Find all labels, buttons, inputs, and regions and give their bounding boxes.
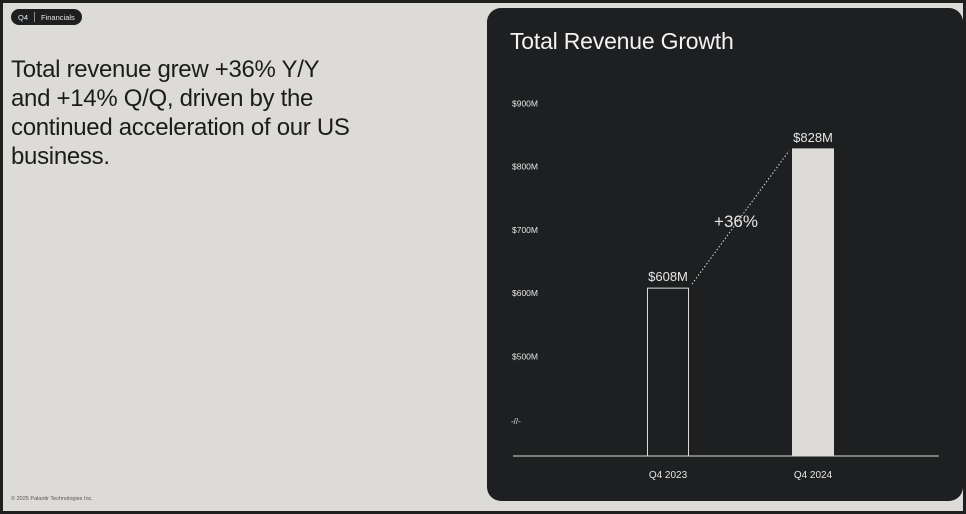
badge-period: Q4 [18, 12, 29, 22]
badge-divider [34, 12, 36, 22]
chart-title: Total Revenue Growth [510, 28, 734, 54]
section-badge: Q4 Financials [11, 9, 82, 25]
y-tick-label: $800M [512, 162, 538, 172]
growth-annotation: +36% [714, 212, 758, 231]
chart-panel: Total Revenue Growth $500M $600M $700M $800… [487, 8, 963, 501]
y-tick-label: $900M [512, 98, 538, 108]
bar-q4-2024 [792, 148, 834, 457]
bar-q4-2023 [647, 287, 689, 457]
revenue-chart: $500M $600M $700M $800M $900M -//- $608M Q4 202… [511, 98, 939, 481]
growth-connector-line [691, 150, 790, 285]
y-tick-label: $500M [512, 352, 538, 362]
headline: Total revenue grew +36% Y/Y and +14% Q/Q… [11, 56, 350, 170]
y-tick-label: $600M [512, 288, 538, 298]
x-tick-label: Q4 2024 [794, 470, 833, 481]
copyright-footer: © 2025 Palantir Technologies Inc. [11, 496, 93, 502]
axis-break-mark: -//- [511, 417, 521, 426]
slide: Q4 Financials Total revenue grew +36% Y/… [3, 3, 963, 511]
bar-value-label: $608M [648, 269, 688, 284]
y-tick-label: $700M [512, 225, 538, 235]
badge-section: Financials [41, 12, 75, 22]
bar-value-label: $828M [793, 130, 833, 145]
x-tick-label: Q4 2023 [649, 470, 688, 481]
